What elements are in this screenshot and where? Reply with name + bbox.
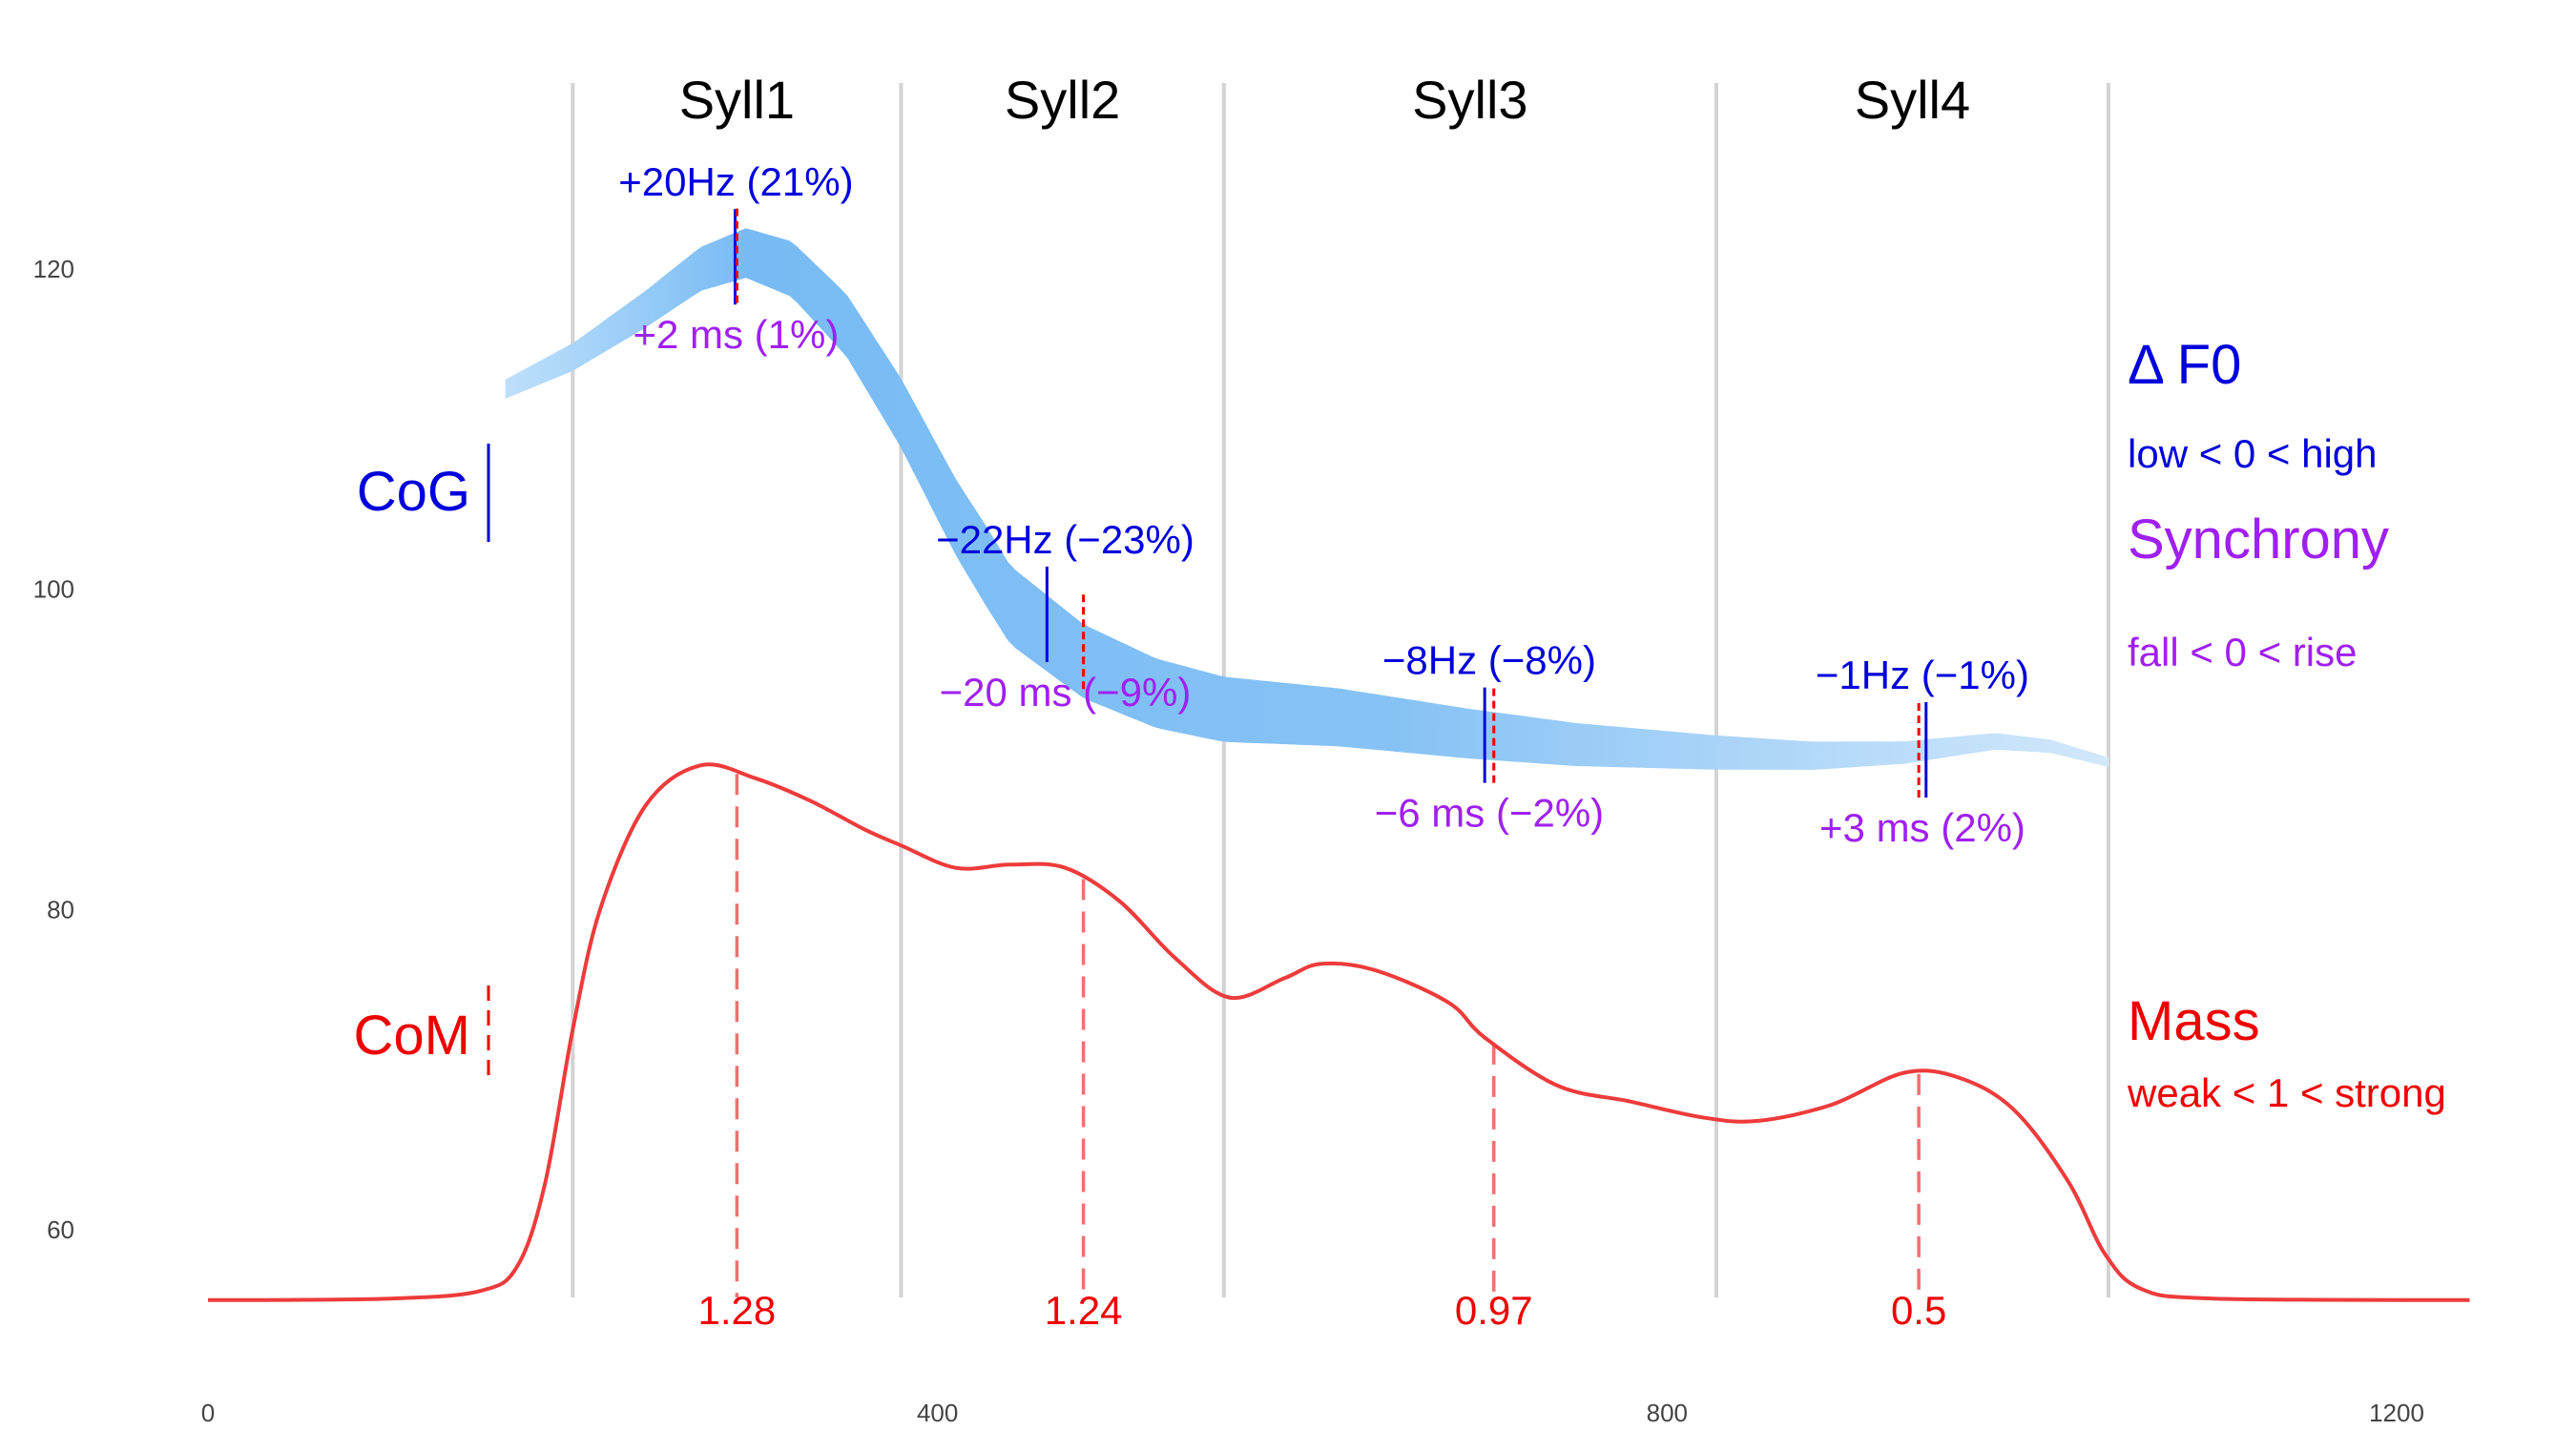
legend-mass-title: Mass xyxy=(2128,990,2260,1052)
y-axis-ticks: 60 80 100 120 xyxy=(33,255,74,1244)
mass-series xyxy=(207,762,2470,1302)
mass-value-label: 1.24 xyxy=(1045,1288,1123,1333)
syllable-labels: Syll1 Syll2 Syll3 Syll4 xyxy=(679,70,1970,130)
cog-marker-lines xyxy=(733,208,1928,798)
f0-series xyxy=(505,228,2109,771)
y-tick-label: 120 xyxy=(33,255,74,283)
mass-curve-line xyxy=(207,762,2470,1302)
x-tick-label: 400 xyxy=(917,1399,958,1427)
f0-change-label: +20Hz (21%) xyxy=(618,159,853,204)
y-tick-label: 100 xyxy=(33,575,74,604)
x-tick-label: 0 xyxy=(201,1399,215,1427)
syllable-label: Syll4 xyxy=(1855,70,1970,130)
mass-value-label: 1.28 xyxy=(698,1288,777,1333)
legend-f0-title: Δ F0 xyxy=(2128,334,2241,396)
legend-f0-range: low < 0 < high xyxy=(2128,431,2378,476)
f0-change-label: −8Hz (−8%) xyxy=(1382,638,1596,683)
x-axis-ticks: 0 400 800 1200 xyxy=(201,1399,2424,1427)
syllable-label: Syll2 xyxy=(1005,70,1120,130)
mass-value-label: 0.97 xyxy=(1455,1288,1533,1333)
legend: Δ F0 low < 0 < high Synchrony fall < 0 <… xyxy=(2127,334,2446,1115)
f0-curve-ribbon xyxy=(505,228,2109,771)
com-label: CoM xyxy=(354,1005,470,1067)
f0-change-label: −22Hz (−23%) xyxy=(936,517,1195,562)
com-marker-lines xyxy=(735,774,1921,1297)
x-tick-label: 1200 xyxy=(2369,1399,2424,1427)
y-tick-label: 80 xyxy=(47,895,74,923)
syllable-label: Syll1 xyxy=(679,70,795,130)
synchrony-label: +3 ms (2%) xyxy=(1819,805,2025,850)
legend-mass-range: weak < 1 < strong xyxy=(2127,1070,2446,1115)
legend-sync-title: Synchrony xyxy=(2128,508,2389,570)
marker-labels: 1.28 1.24 0.97 0.5 +20Hz (21%) +2 ms (1%) −22H… xyxy=(618,159,2029,1333)
axis-labels: CoG CoM xyxy=(354,444,490,1083)
y-tick-label: 60 xyxy=(47,1215,74,1244)
mass-value-label: 0.5 xyxy=(1891,1288,1946,1333)
synchrony-label: −6 ms (−2%) xyxy=(1375,791,1604,836)
x-tick-label: 800 xyxy=(1647,1399,1688,1427)
syllable-label: Syll3 xyxy=(1412,70,1527,130)
cog-label: CoG xyxy=(357,461,470,523)
f0-change-label: −1Hz (−1%) xyxy=(1816,653,2029,697)
synchrony-label: −20 ms (−9%) xyxy=(940,670,1192,715)
legend-sync-range: fall < 0 < rise xyxy=(2128,630,2357,674)
synchrony-label: +2 ms (1%) xyxy=(633,312,839,357)
